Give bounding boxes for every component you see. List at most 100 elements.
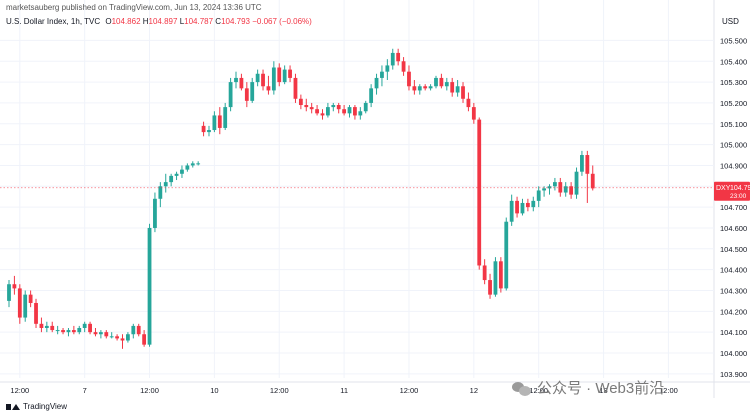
- candle-up: [131, 323, 136, 339]
- candle-body: [158, 186, 163, 199]
- candle-body: [244, 88, 249, 101]
- candle-series: [7, 48, 595, 349]
- candle-up: [23, 290, 28, 322]
- last-price-value: 104.793: [730, 185, 750, 192]
- candle-down: [498, 257, 503, 293]
- candle-body: [520, 202, 525, 214]
- candle-body: [423, 86, 428, 89]
- candle-body: [466, 98, 471, 108]
- candle-body: [201, 125, 206, 133]
- candle-body: [488, 280, 492, 295]
- candle-body: [477, 119, 482, 266]
- bar-countdown: 23:00: [730, 193, 747, 200]
- candle-body: [234, 77, 238, 83]
- candle-down: [515, 196, 519, 218]
- candle-body: [558, 182, 563, 193]
- candle-down: [450, 77, 455, 97]
- candle-body: [115, 336, 119, 339]
- candle-up: [331, 102, 336, 112]
- candle-up: [504, 217, 509, 291]
- candle-down: [50, 321, 55, 333]
- open-label: O: [105, 17, 112, 26]
- low-value: 104.787: [184, 17, 214, 26]
- x-tick-label: 11: [340, 386, 348, 395]
- candle-down: [488, 273, 492, 299]
- open-value: 104.862: [111, 17, 141, 26]
- candle-body: [482, 265, 487, 281]
- candle-up: [250, 77, 255, 103]
- candle-body: [298, 98, 303, 106]
- candle-up: [66, 327, 71, 337]
- candle-body: [585, 155, 590, 174]
- footer-brand[interactable]: TradingView: [6, 402, 67, 411]
- candle-up: [207, 125, 211, 137]
- candle-up: [271, 61, 276, 95]
- y-tick-label: 104.300: [720, 286, 747, 295]
- candle-body: [104, 332, 109, 337]
- candle-body: [434, 77, 438, 87]
- candle-body: [77, 327, 82, 333]
- candle-body: [363, 102, 368, 112]
- candle-down: [142, 330, 147, 347]
- candle-body: [88, 323, 92, 333]
- candle-body: [55, 330, 60, 332]
- brand-name: TradingView: [23, 402, 68, 411]
- candle-body: [207, 130, 211, 133]
- candle-body: [190, 163, 195, 166]
- candle-down: [320, 109, 325, 120]
- candle-up: [374, 73, 379, 95]
- candle-down: [17, 284, 22, 324]
- candle-up: [369, 84, 374, 108]
- candle-down: [293, 73, 298, 103]
- symbol-title: U.S. Dollar Index, 1h, TVC: [6, 17, 101, 26]
- candle-up: [109, 332, 114, 339]
- x-tick-label: 13: [599, 386, 607, 395]
- candle-body: [126, 334, 130, 341]
- candle-down: [217, 107, 222, 135]
- candle-body: [293, 77, 298, 99]
- y-tick-label: 104.100: [720, 328, 747, 337]
- x-tick-label: 12:00: [529, 386, 548, 395]
- candle-down: [309, 102, 314, 114]
- candle-down: [239, 73, 244, 91]
- y-tick-label: 104.400: [720, 266, 747, 275]
- candle-body: [515, 200, 519, 214]
- candle-down: [482, 259, 487, 285]
- candle-body: [358, 111, 363, 116]
- candle-up: [158, 182, 163, 208]
- candle-body: [374, 77, 379, 89]
- candle-down: [396, 48, 401, 66]
- candle-up: [55, 325, 60, 335]
- candle-body: [331, 105, 336, 108]
- candle-down: [342, 105, 347, 116]
- candle-down: [412, 80, 417, 95]
- watermark-text: 公众号 · Web3前沿: [537, 380, 665, 397]
- candle-body: [504, 221, 509, 289]
- x-tick-label: 12:00: [659, 386, 678, 395]
- candle-down: [401, 57, 406, 76]
- y-tick-label: 105.400: [720, 57, 747, 66]
- candle-body: [50, 325, 55, 331]
- low-label: L: [179, 17, 185, 26]
- y-tick-label: 104.900: [720, 161, 747, 170]
- candle-body: [547, 186, 552, 189]
- x-tick-label: 12:00: [140, 386, 159, 395]
- candle-up: [380, 65, 384, 87]
- candle-up: [147, 223, 152, 347]
- candle-down: [585, 150, 590, 203]
- candle-up: [44, 321, 49, 333]
- change-value: −0.067 (−0.06%): [252, 17, 312, 26]
- candle-up: [325, 102, 330, 118]
- candle-body: [304, 105, 309, 108]
- y-tick-label: 105.500: [720, 36, 747, 45]
- candle-up: [574, 167, 579, 199]
- watermark: 公众号 · Web3前沿: [512, 377, 664, 398]
- candle-body: [347, 107, 352, 114]
- candle-up: [385, 59, 390, 81]
- ohlc-values: O104.862 H104.897 L104.787 C104.793 −0.0…: [105, 17, 311, 26]
- x-tick-label: 12:00: [270, 386, 289, 395]
- candle-body: [336, 105, 341, 110]
- candle-body: [417, 86, 422, 91]
- y-tick-label: 105.200: [720, 99, 747, 108]
